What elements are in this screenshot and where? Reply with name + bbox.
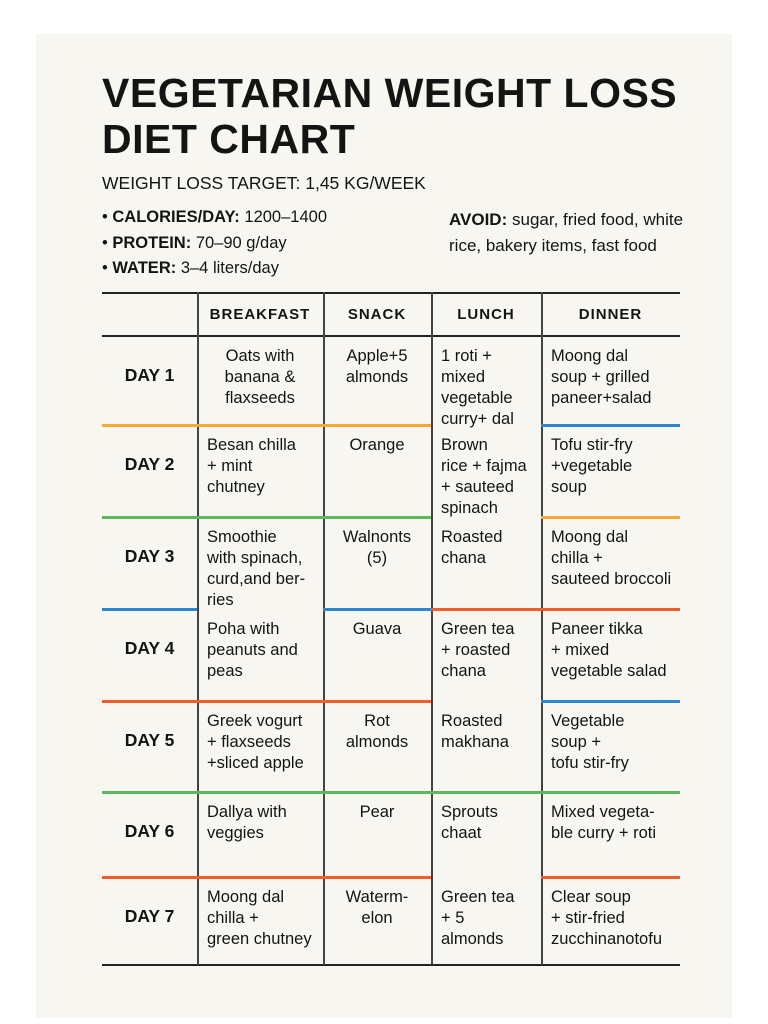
diet-chart-card (36, 34, 732, 1018)
cell-dinner: Mixed vegeta- ble curry + roti (551, 803, 656, 842)
row-separator (102, 791, 197, 794)
cell-snack: Walnonts (5) (342, 528, 412, 567)
row-separator (102, 516, 197, 519)
page-title: VEGETARIAN WEIGHT LOSS DIET CHART (102, 70, 678, 162)
header-breakfast: BREAKFAST (209, 306, 311, 323)
row-separator (431, 791, 541, 794)
row-separator (102, 608, 197, 611)
table-top-border (102, 292, 680, 294)
stat-water: • WATER: 3–4 liters/day (102, 259, 279, 277)
row-separator (197, 876, 323, 879)
stat-calories: • CALORIES/DAY: 1200–1400 (102, 208, 327, 226)
day-label: DAY 7 (124, 906, 175, 926)
cell-breakfast: Greek vogurt + flaxseeds +sliced apple (207, 712, 304, 772)
day-label: DAY 3 (124, 546, 175, 566)
cell-snack: Apple+5 almonds (345, 347, 409, 386)
day-label: DAY 4 (124, 638, 175, 658)
cell-snack: Pear (359, 803, 395, 821)
cell-lunch: Roasted makhana (441, 712, 509, 751)
cell-dinner: Paneer tikka + mixed vegetable salad (551, 620, 667, 680)
day-label: DAY 1 (124, 365, 175, 385)
cell-snack: Orange (349, 436, 405, 454)
row-separator (102, 700, 197, 703)
cell-lunch: 1 roti + mixed vegetable curry+ dal (441, 347, 514, 428)
cell-dinner: Tofu stir-fry +vegetable soup (551, 436, 633, 496)
stat-protein: • PROTEIN: 70–90 g/day (102, 234, 287, 252)
cell-lunch: Green tea + 5 almonds (441, 888, 515, 948)
cell-dinner: Moong dal soup + grilled paneer+salad (551, 347, 652, 407)
cell-breakfast: Oats with banana & flaxseeds (224, 347, 296, 407)
cell-breakfast: Besan chilla + mint chutney (207, 436, 296, 496)
header-dinner: DINNER (578, 306, 643, 323)
row-separator (323, 876, 431, 879)
row-separator (541, 876, 680, 879)
header-snack: SNACK (347, 306, 407, 323)
table-bottom-border (102, 964, 680, 966)
row-separator (541, 424, 680, 427)
day-label: DAY 2 (124, 454, 175, 474)
column-divider (541, 292, 543, 965)
cell-dinner: Clear soup + stir-fried zucchinanotofu (551, 888, 662, 948)
cell-lunch: Roasted chana (441, 528, 503, 567)
row-separator (541, 791, 680, 794)
row-separator (102, 876, 197, 879)
row-separator (323, 424, 431, 427)
cell-snack: Guava (352, 620, 402, 638)
row-separator (197, 516, 323, 519)
row-separator (541, 608, 680, 611)
cell-breakfast: Smoothie with spinach, curd,and ber- rie… (207, 528, 306, 609)
row-separator (541, 516, 680, 519)
row-separator (197, 424, 323, 427)
cell-breakfast: Poha with peanuts and peas (207, 620, 298, 680)
cell-snack: Rot almonds (345, 712, 409, 751)
day-label: DAY 6 (124, 821, 175, 841)
cell-dinner: Vegetable soup + tofu stir-fry (551, 712, 629, 772)
cell-dinner: Moong dal chilla + sauteed broccoli (551, 528, 672, 588)
cell-lunch: Brown rice + fajma + sauteed spinach (441, 436, 527, 517)
cell-breakfast: Moong dal chilla + green chutney (207, 888, 312, 948)
row-separator (102, 424, 197, 427)
header-bottom-border (102, 335, 680, 337)
column-divider (323, 292, 325, 965)
cell-lunch: Green tea + roasted chana (441, 620, 515, 680)
column-divider (197, 292, 199, 965)
weight-loss-target: WEIGHT LOSS TARGET: 1,45 KG/WEEK (102, 173, 426, 193)
cell-lunch: Sprouts chaat (441, 803, 498, 842)
row-separator (541, 700, 680, 703)
column-divider (431, 292, 433, 965)
avoid-list: AVOID: sugar, fried food, white rice, ba… (449, 210, 684, 255)
row-separator (323, 791, 431, 794)
cell-breakfast: Dallya with veggies (207, 803, 287, 842)
row-separator (323, 700, 431, 703)
row-separator (197, 700, 323, 703)
cell-snack: Waterm- elon (345, 888, 409, 927)
row-separator (197, 791, 323, 794)
row-separator (431, 608, 541, 611)
row-separator (323, 516, 431, 519)
header-lunch: LUNCH (457, 306, 515, 323)
row-separator (323, 608, 431, 611)
day-label: DAY 5 (124, 730, 175, 750)
